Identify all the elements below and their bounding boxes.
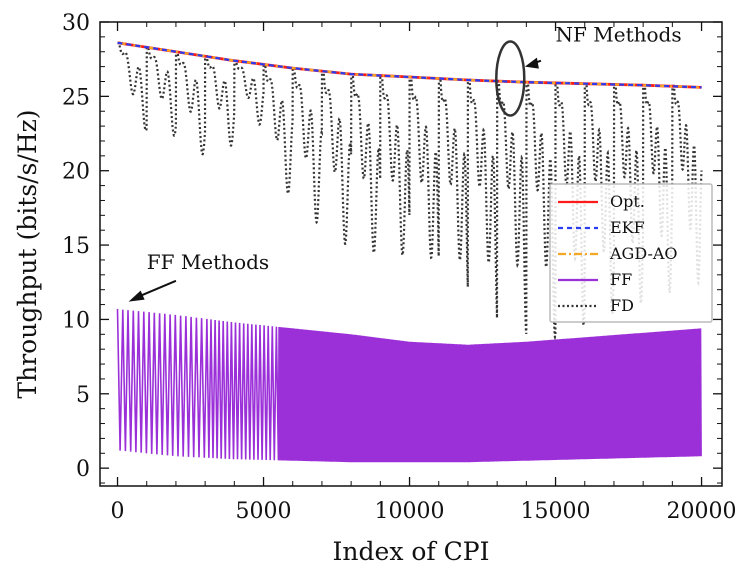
legend: Opt. EKF AGD-AO FF FD bbox=[549, 183, 713, 323]
nf-series bbox=[117, 41, 702, 89]
annotations: NF Methods FF Methods bbox=[128, 22, 682, 302]
nf-arrowhead bbox=[524, 57, 539, 69]
legend-label-ff: FF bbox=[610, 270, 632, 289]
y-tick-label: 20 bbox=[62, 160, 90, 185]
ff-arrow bbox=[138, 279, 177, 298]
nf-methods-label: NF Methods bbox=[556, 22, 682, 46]
ff-series bbox=[116, 308, 702, 463]
y-tick-label: 5 bbox=[76, 383, 90, 408]
legend-label-fd: FD bbox=[610, 296, 634, 315]
axis-ticks: 0 5000 10000 15000 20000 0 5 10 15 20 25 30 bbox=[62, 11, 737, 524]
y-tick-label: 25 bbox=[62, 85, 90, 110]
ekf-line bbox=[117, 41, 702, 89]
legend-box bbox=[549, 183, 713, 323]
ff-line bbox=[116, 308, 702, 463]
nf-ellipse-marker bbox=[495, 40, 526, 117]
x-tick-label: 10000 bbox=[375, 499, 445, 524]
y-tick-label: 10 bbox=[62, 308, 90, 333]
x-tick-label: 15000 bbox=[521, 499, 591, 524]
y-axis-label: Throughput (bits/s/Hz) bbox=[13, 109, 42, 398]
y-tick-label: 15 bbox=[62, 234, 90, 259]
y-tick-label: 30 bbox=[62, 11, 90, 36]
legend-label-ekf: EKF bbox=[610, 218, 645, 237]
plot-frame bbox=[99, 21, 723, 487]
ff-arrowhead bbox=[128, 290, 145, 302]
y-tick-label: 0 bbox=[76, 457, 90, 482]
x-tick-label: 5000 bbox=[236, 499, 292, 524]
x-tick-label: 0 bbox=[111, 499, 125, 524]
legend-label-agdao: AGD-AO bbox=[609, 244, 678, 263]
legend-label-opt: Opt. bbox=[610, 192, 645, 211]
x-tick-label: 20000 bbox=[667, 499, 737, 524]
x-axis-label: Index of CPI bbox=[333, 537, 490, 566]
ff-methods-label: FF Methods bbox=[147, 250, 269, 274]
agdao-line bbox=[117, 41, 702, 89]
